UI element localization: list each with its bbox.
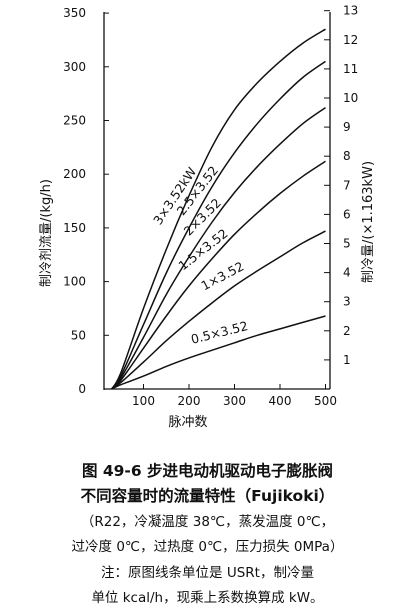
right-tick-label: 13 — [343, 4, 358, 18]
left-tick-label: 350 — [63, 6, 86, 20]
x-axis-title: 脉冲数 — [168, 415, 207, 430]
right-tick-label: 1 — [343, 353, 351, 367]
left-tick-label: 0 — [78, 382, 86, 396]
right-tick-label: 10 — [343, 91, 358, 105]
right-tick-label: 6 — [343, 207, 351, 221]
curve-3 — [111, 106, 326, 390]
right-tick-label: 7 — [343, 178, 351, 192]
figure-caption-subtitle: 不同容量时的流量特性（Fujikoki） — [80, 487, 335, 505]
left-axis-title: 制冷剂流量/(kg/h) — [39, 179, 54, 287]
x-tick-label: 300 — [223, 394, 246, 408]
right-tick-label: 12 — [343, 33, 358, 47]
axes: 0501001502002503003501234567891011121310… — [63, 4, 358, 408]
curve-label-4: 1.5×3.52 — [175, 226, 230, 274]
left-tick-label: 300 — [63, 60, 86, 74]
left-tick-label: 100 — [63, 275, 86, 289]
curve-6 — [111, 315, 326, 390]
x-tick-label: 200 — [178, 394, 201, 408]
curve-4 — [111, 160, 326, 390]
curve-1 — [111, 28, 326, 390]
x-tick-label: 400 — [269, 394, 292, 408]
curve-label-5: 1×3.52 — [198, 258, 246, 293]
x-tick-label: 100 — [132, 394, 155, 408]
figure-caption-conditions-2: 过冷度 0℃，过热度 0℃，压力损失 0MPa） — [71, 539, 344, 555]
right-tick-label: 11 — [343, 62, 358, 76]
curve-label-6: 0.5×3.52 — [189, 318, 249, 347]
figure-caption-conditions-1: （R22，冷凝温度 38℃，蒸发温度 0℃， — [80, 514, 335, 530]
right-tick-label: 9 — [343, 120, 351, 134]
curve-2 — [111, 60, 326, 390]
right-tick-label: 4 — [343, 266, 351, 280]
figure-caption-note-1: 注：原图线条单位是 USRt，制冷量 — [101, 565, 314, 581]
flow-characteristic-chart: 0501001502002503003501234567891011121310… — [39, 4, 376, 430]
right-tick-label: 5 — [343, 237, 351, 251]
figure-caption-title: 图 49-6 步进电动机驱动电子膨胀阀 — [81, 462, 334, 480]
right-tick-label: 8 — [343, 149, 351, 163]
curves — [111, 28, 326, 390]
right-axis-title: 制冷量/(×1.163kW) — [361, 161, 376, 283]
left-tick-label: 200 — [63, 167, 86, 181]
curve-5 — [111, 230, 326, 390]
right-tick-label: 2 — [343, 324, 351, 338]
x-tick-label: 500 — [314, 394, 337, 408]
left-tick-label: 150 — [63, 221, 86, 235]
left-tick-label: 50 — [71, 328, 86, 342]
figure-caption-note-2: 单位 kcal/h，现乘上系数换算成 kW。 — [91, 590, 324, 606]
right-tick-label: 3 — [343, 295, 351, 309]
left-tick-label: 250 — [63, 114, 86, 128]
